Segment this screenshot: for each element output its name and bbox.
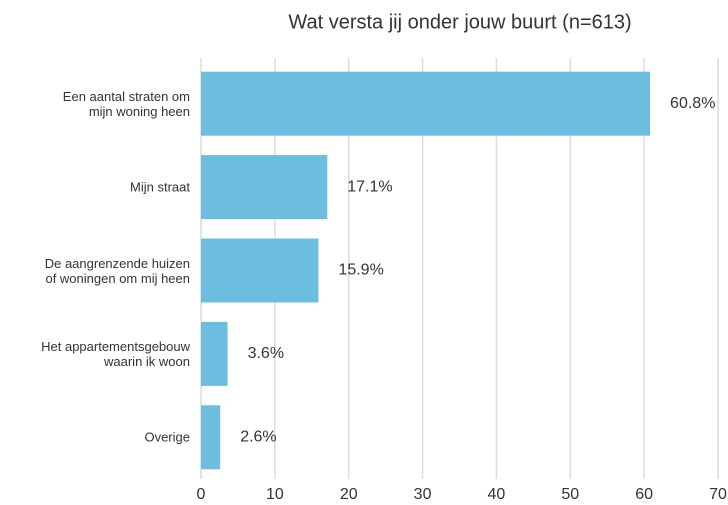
x-tick-label: 10 (266, 486, 284, 503)
x-tick-label: 0 (197, 486, 206, 503)
bar (201, 405, 221, 470)
bar (201, 155, 328, 220)
value-label: 15.9% (338, 262, 383, 279)
x-tick-label: 60 (635, 486, 653, 503)
x-tick-label: 70 (709, 486, 727, 503)
bar (201, 71, 651, 136)
x-tick-label: 40 (488, 486, 506, 503)
y-tick-label: Het appartementsgebouw waarin ik woon (41, 338, 190, 369)
bar (201, 238, 319, 303)
value-label: 2.6% (240, 429, 276, 446)
y-tick-label: Mijn straat (130, 179, 190, 195)
value-label: 17.1% (347, 178, 392, 195)
bar (201, 321, 228, 386)
y-tick-label: Een aantal straten om mijn woning heen (62, 88, 190, 119)
value-label: 60.8% (670, 95, 715, 112)
y-tick-label: Overige (144, 429, 190, 445)
y-tick-label: De aangrenzende huizen of woningen om mi… (44, 255, 190, 286)
x-tick-label: 20 (340, 486, 358, 503)
x-tick-label: 30 (414, 486, 432, 503)
value-label: 3.6% (248, 345, 284, 362)
chart-title: Wat versta jij onder jouw buurt (n=613) (288, 11, 631, 33)
x-tick-label: 50 (561, 486, 579, 503)
